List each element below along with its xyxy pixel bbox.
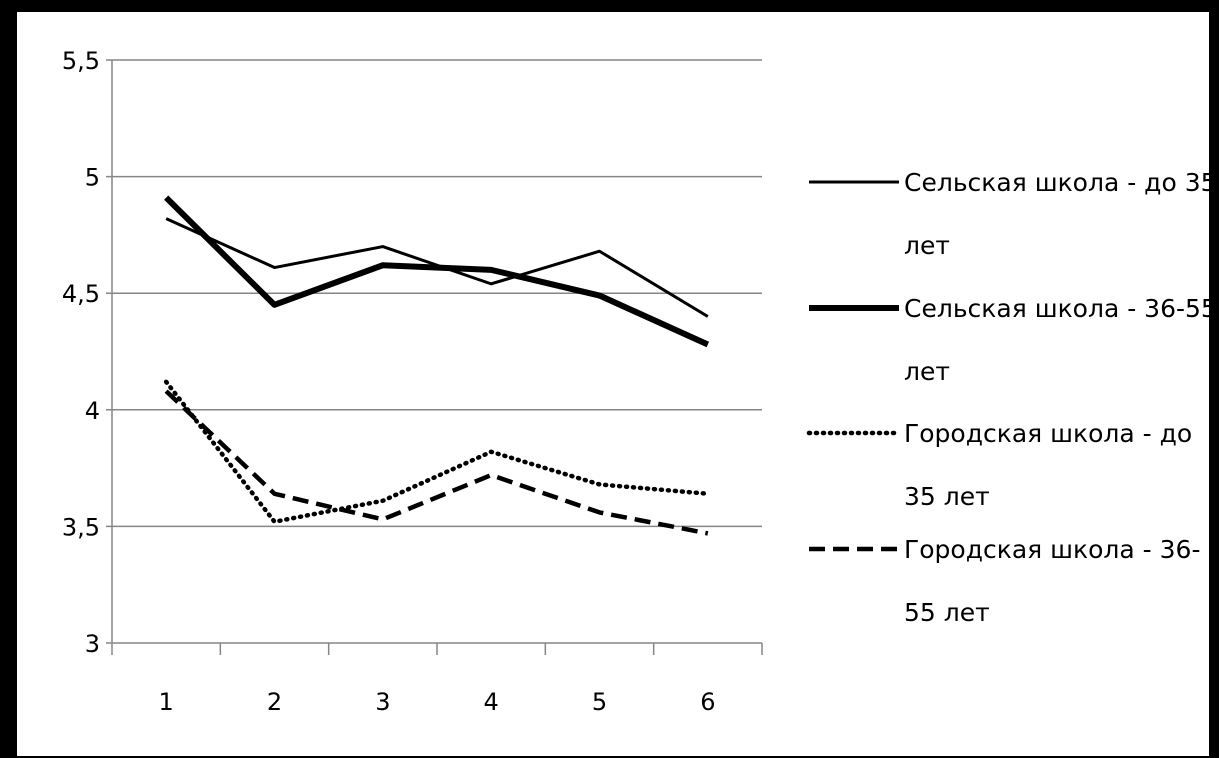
y-tick-label: 5,5 xyxy=(62,47,100,75)
legend-label-4: Городская школа - 36- xyxy=(904,535,1200,564)
series-lines xyxy=(163,195,711,536)
series-line-3 xyxy=(163,379,711,524)
y-tick-label: 4 xyxy=(85,397,100,425)
y-tick-label: 3,5 xyxy=(62,513,100,541)
legend-label-3: Городская школа - до xyxy=(904,419,1192,448)
legend-label-1: лет xyxy=(904,231,950,260)
y-tick-label: 5 xyxy=(85,164,100,192)
legend-label-1: Сельская школа - до 35 xyxy=(904,168,1211,197)
x-tick-label: 2 xyxy=(267,688,282,716)
legend-label-4: 55 лет xyxy=(904,598,990,627)
gridlines xyxy=(106,59,762,644)
series-line-4 xyxy=(164,389,709,536)
x-tick-label: 1 xyxy=(159,688,174,716)
x-tick-label: 3 xyxy=(375,688,390,716)
line-chart: 3 3,5 4 4,5 5 5,5 1 2 3 4 5 6 Сельская школа - до 3… xyxy=(62,47,1211,716)
x-tick-label: 5 xyxy=(592,688,607,716)
axes: 3 3,5 4 4,5 5 5,5 1 2 3 4 5 6 xyxy=(62,47,763,716)
legend-label-3: 35 лет xyxy=(904,482,990,511)
x-tick-label: 4 xyxy=(484,688,499,716)
chart-frame: 3 3,5 4 4,5 5 5,5 1 2 3 4 5 6 Сельская школа - до 3… xyxy=(15,10,1211,758)
x-tick-label: 6 xyxy=(700,688,715,716)
legend-label-2: лет xyxy=(904,357,950,386)
y-tick-label: 4,5 xyxy=(62,280,100,308)
series-line-2 xyxy=(164,195,710,348)
y-tick-label: 3 xyxy=(85,630,100,658)
legend: Сельская школа - до 35 лет Сельская школа … xyxy=(806,168,1211,627)
legend-label-2: Сельская школа - 36-55 xyxy=(904,294,1211,323)
